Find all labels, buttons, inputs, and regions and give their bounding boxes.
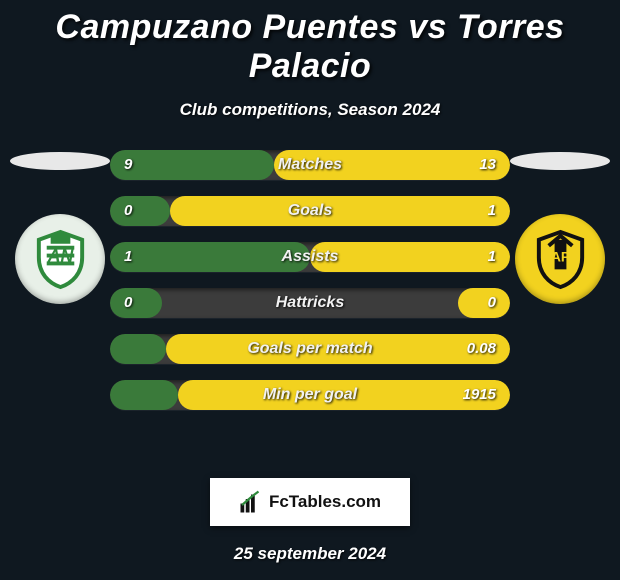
page-title: Campuzano Puentes vs Torres Palacio xyxy=(0,0,620,86)
stat-fill-right xyxy=(310,242,510,272)
stat-fill-left xyxy=(110,196,170,226)
stat-fill-right xyxy=(458,288,510,318)
stat-fill-left xyxy=(110,380,178,410)
stat-fill-left xyxy=(110,288,162,318)
stat-fill-right xyxy=(166,334,510,364)
stat-row-matches: Matches913 xyxy=(110,150,510,180)
stat-row-goals: Goals01 xyxy=(110,196,510,226)
fctables-logo-text: FcTables.com xyxy=(269,492,381,512)
stat-fill-left xyxy=(110,150,274,180)
club-crest-left: AN xyxy=(15,214,105,304)
stat-row-min-per-goal: Min per goal1915 xyxy=(110,380,510,410)
stat-fill-right xyxy=(178,380,510,410)
stat-fill-right xyxy=(170,196,510,226)
fctables-logo: FcTables.com xyxy=(210,478,410,526)
crest-right-icon: AP xyxy=(529,228,592,291)
comparison-stage: AN AP Matches913 Goals01 Assists11 Hattrick… xyxy=(0,150,620,470)
stat-row-hattricks: Hattricks00 xyxy=(110,288,510,318)
footer-date: 25 september 2024 xyxy=(0,544,620,564)
stat-fill-left xyxy=(110,242,310,272)
stat-row-goals-per-match: Goals per match0.08 xyxy=(110,334,510,364)
player-left-slot: AN xyxy=(0,150,120,304)
stat-fill-left xyxy=(110,334,166,364)
svg-text:AN: AN xyxy=(46,245,74,265)
player-left-shadow xyxy=(10,152,110,170)
player-right-slot: AP xyxy=(500,150,620,304)
club-crest-right: AP xyxy=(515,214,605,304)
svg-text:AP: AP xyxy=(550,249,569,264)
subtitle: Club competitions, Season 2024 xyxy=(0,100,620,120)
fctables-mark-icon xyxy=(239,490,263,514)
stat-row-assists: Assists11 xyxy=(110,242,510,272)
stat-fill-right xyxy=(274,150,510,180)
stat-label: Hattricks xyxy=(110,288,510,318)
stat-bars: Matches913 Goals01 Assists11 Hattricks00 Goa… xyxy=(110,150,510,426)
crest-left-icon: AN xyxy=(29,228,92,291)
player-right-shadow xyxy=(510,152,610,170)
